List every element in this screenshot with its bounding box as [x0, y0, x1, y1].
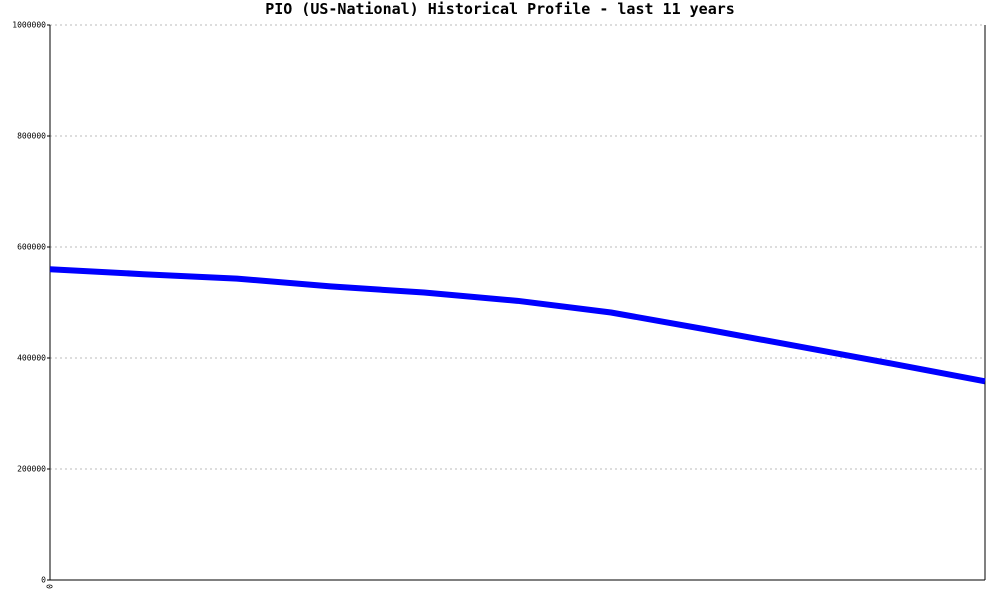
y-tick-label: 800000	[17, 132, 46, 141]
y-tick-label: 400000	[17, 354, 46, 363]
chart-title: PIO (US-National) Historical Profile - l…	[265, 0, 735, 18]
y-tick-label: 1000000	[12, 21, 46, 30]
y-tick-label: 0	[41, 576, 46, 585]
y-tick-label: 600000	[17, 243, 46, 252]
y-tick-label: 200000	[17, 465, 46, 474]
x-tick-label: 0	[46, 584, 55, 589]
data-line	[49, 266, 986, 385]
